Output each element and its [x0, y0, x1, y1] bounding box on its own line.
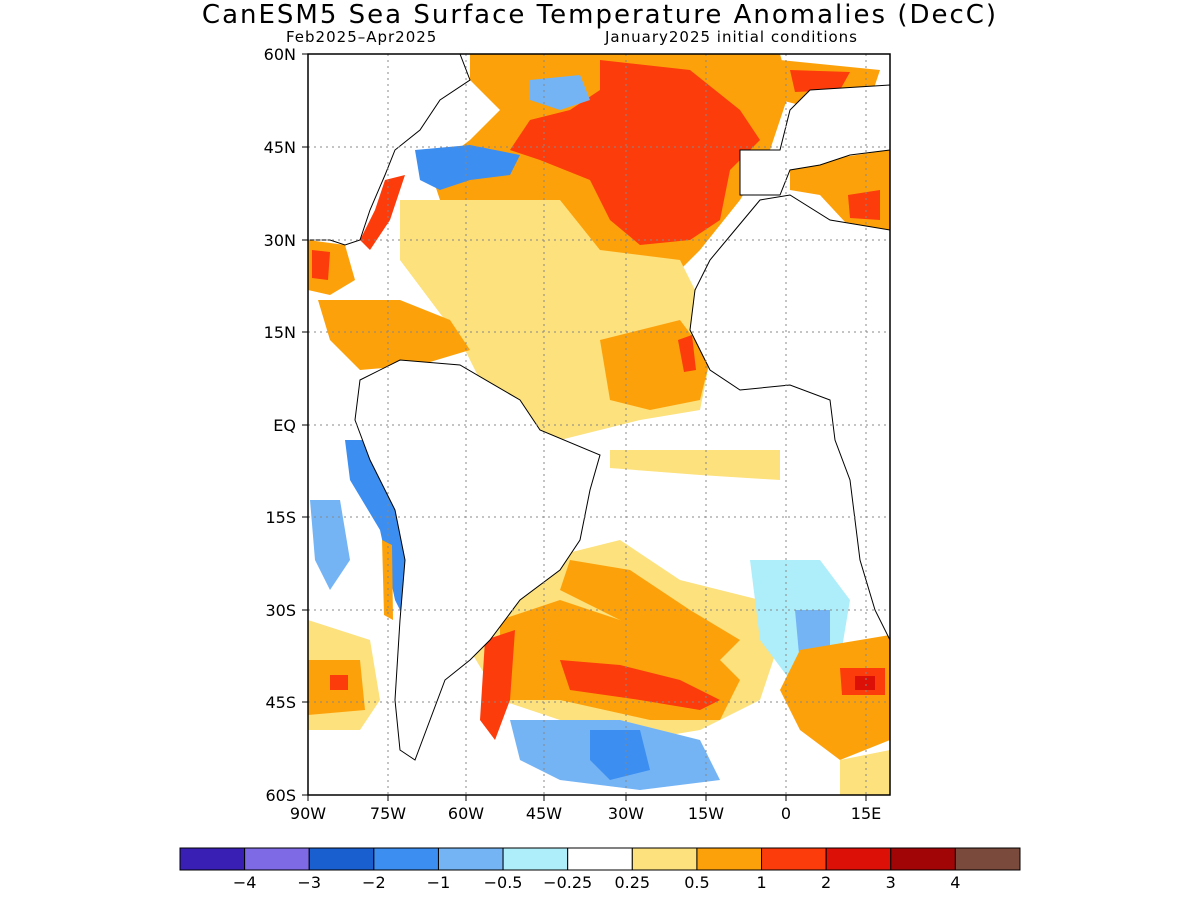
map-title: CanESM5 Sea Surface Temperature Anomalie… [201, 0, 999, 30]
lon-label-45w: 45W [525, 804, 563, 823]
chile-coast-cold [345, 440, 410, 620]
brazil-malvinas-red [480, 630, 515, 740]
colorbar-tick-label: 1 [756, 873, 767, 892]
lon-label-90w: 90W [289, 804, 327, 823]
anomaly-field [308, 54, 890, 795]
lon-label-15w: 15W [687, 804, 725, 823]
initial-conditions: January2025 initial conditions [605, 28, 858, 46]
agulhas-dark-red [855, 676, 875, 690]
colorbar-swatch [761, 847, 827, 871]
europe-land [739, 84, 890, 196]
colorbar-tick-label: −3 [297, 873, 322, 892]
lon-label-15e: 15E [850, 804, 882, 823]
forecast-period: Feb2025–Apr2025 [286, 28, 438, 46]
caribbean-orange [318, 300, 470, 370]
colorbar-tick-label: −0.25 [543, 873, 593, 892]
colorbar-swatch [567, 847, 633, 871]
colorbar-swatch [502, 847, 569, 871]
lon-label-60w: 60W [447, 804, 485, 823]
colorbar-swatch [631, 847, 698, 871]
colorbar-tick-label: −0.5 [483, 873, 523, 892]
labrador-light-cold [530, 75, 590, 110]
lon-label-75w: 75W [369, 804, 407, 823]
lon-label-0: 0 [780, 804, 792, 823]
lat-label-30s: 30S [265, 601, 296, 620]
lat-label-45s: 45S [265, 693, 296, 712]
colorbar-tick-label: 3 [885, 873, 896, 892]
peru-orange-strip [382, 540, 393, 620]
colorbar-swatch [373, 847, 439, 871]
colorbar-swatch [244, 847, 310, 871]
colorbar-swatch [696, 847, 763, 871]
lat-label-15s: 15S [265, 508, 296, 527]
colorbar-tick-label: −1 [426, 873, 451, 892]
south-atlantic-blue [590, 730, 650, 780]
colorbar-tick-label: 0.5 [684, 873, 710, 892]
gulf-of-mexico-red [312, 250, 330, 280]
graticule [308, 54, 890, 795]
colorbar-tick-label: 0.25 [614, 873, 651, 892]
colorbar-swatch [437, 847, 504, 871]
south-atlantic-red-band [560, 660, 720, 710]
lat-label-15n: 15N [263, 323, 296, 342]
colorbar-swatch [308, 847, 375, 871]
lat-label-45n: 45N [263, 138, 296, 157]
north-atlantic-red [510, 60, 760, 245]
lat-label-eq: EQ [273, 416, 296, 435]
colorbar-swatch [954, 847, 1021, 871]
colorbar-tick-label: 2 [821, 873, 832, 892]
lon-label-30w: 30W [607, 804, 645, 823]
africa-land [689, 194, 890, 641]
axis-ticks [302, 53, 867, 801]
colorbar-swatch [890, 847, 956, 871]
europe-red [790, 70, 850, 92]
gulf-stream-red [360, 175, 405, 250]
southern-ocean-yellow [840, 750, 890, 795]
southeast-pacific-red [330, 675, 348, 690]
mediterranean-red [848, 190, 880, 220]
agulhas-orange [780, 635, 890, 760]
chile-coast-light [310, 500, 350, 590]
lat-label-60s: 60S [265, 786, 296, 805]
south-america-land [354, 359, 601, 761]
west-africa-red [678, 335, 696, 372]
colorbar-tick-label: 4 [950, 873, 961, 892]
colorbar [179, 847, 1021, 871]
colorbar-tick-label: −4 [232, 873, 257, 892]
lat-label-30n: 30N [263, 231, 296, 250]
north-america-land [308, 54, 471, 246]
labrador-cold [415, 145, 520, 190]
lat-label-60n: 60N [263, 45, 296, 64]
colorbar-swatch [825, 847, 892, 871]
equatorial-yellow [610, 450, 780, 480]
colorbar-swatch [179, 847, 246, 871]
colorbar-tick-label: −2 [362, 873, 386, 892]
